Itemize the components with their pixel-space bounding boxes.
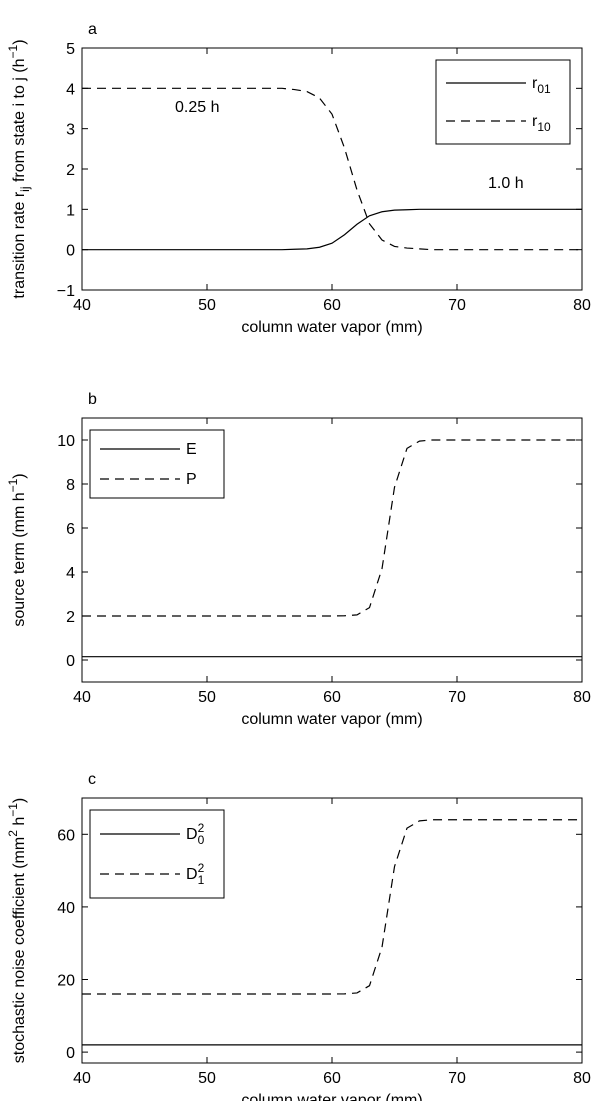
y-axis-label: source term (mm h−1) bbox=[6, 473, 28, 626]
data-line bbox=[82, 819, 582, 995]
text-segment: h bbox=[11, 817, 28, 830]
panel-label: a bbox=[88, 21, 97, 38]
text-segment: P bbox=[186, 471, 197, 488]
panel-label: c bbox=[88, 771, 96, 788]
y-tick-label: 4 bbox=[66, 565, 75, 582]
y-tick-label: 8 bbox=[66, 477, 75, 494]
text-segment: 2 bbox=[198, 821, 205, 835]
text-segment: transition rate r bbox=[11, 191, 28, 298]
text-segment: 01 bbox=[537, 82, 551, 96]
legend-label: E bbox=[186, 441, 197, 458]
text-segment: 2 bbox=[198, 861, 205, 875]
legend-box bbox=[89, 809, 225, 899]
legend-box bbox=[89, 429, 225, 499]
text-segment: D bbox=[186, 826, 198, 843]
y-tick-label: 0 bbox=[66, 1045, 75, 1062]
y-tick-label: 2 bbox=[66, 609, 75, 626]
text-segment: 0 bbox=[198, 833, 205, 847]
text-segment: ij bbox=[18, 187, 32, 192]
y-axis-label: stochastic noise coefficient (mm2 h−1) bbox=[6, 798, 28, 1064]
text-segment: ) bbox=[11, 473, 28, 478]
x-tick-label: 60 bbox=[323, 1070, 341, 1087]
legend-label: P bbox=[186, 471, 197, 488]
text-segment: ) bbox=[11, 39, 28, 44]
legend-label: D02 bbox=[186, 821, 205, 847]
y-tick-label: 6 bbox=[66, 521, 75, 538]
x-axis-label: column water vapor (mm) bbox=[241, 711, 422, 728]
text-segment: −1 bbox=[6, 44, 20, 58]
axes-frame bbox=[81, 417, 583, 683]
text-segment: source term (mm h bbox=[11, 492, 28, 626]
data-line bbox=[82, 208, 582, 251]
x-tick-label: 60 bbox=[323, 689, 341, 706]
text-segment: D bbox=[186, 866, 198, 883]
annotation: 1.0 h bbox=[488, 175, 524, 192]
y-tick-label: 10 bbox=[57, 433, 75, 450]
x-tick-label: 50 bbox=[198, 689, 216, 706]
y-tick-label: 4 bbox=[66, 81, 75, 98]
y-axis-label: transition rate rij from state i to j (h… bbox=[6, 39, 32, 298]
data-line bbox=[82, 87, 582, 251]
y-tick-label: 0 bbox=[66, 653, 75, 670]
text-segment: −1 bbox=[6, 803, 20, 817]
text-segment: 10 bbox=[537, 120, 551, 134]
y-tick-label: 5 bbox=[66, 41, 75, 58]
y-tick-label: 60 bbox=[57, 827, 75, 844]
y-tick-label: 40 bbox=[57, 900, 75, 917]
y-tick-label: −1 bbox=[57, 283, 75, 300]
y-tick-label: 1 bbox=[66, 202, 75, 219]
y-tick-label: 0 bbox=[66, 243, 75, 260]
x-tick-label: 80 bbox=[573, 1070, 591, 1087]
legend-label: r10 bbox=[532, 113, 551, 134]
data-line bbox=[82, 439, 582, 617]
annotation: 0.25 h bbox=[175, 99, 219, 116]
x-axis-label: column water vapor (mm) bbox=[241, 1092, 422, 1101]
x-tick-label: 70 bbox=[448, 689, 466, 706]
text-segment: r bbox=[532, 75, 538, 92]
x-tick-label: 80 bbox=[573, 689, 591, 706]
x-tick-label: 50 bbox=[198, 297, 216, 314]
axes-frame bbox=[81, 47, 583, 291]
text-segment: from state i to j (h bbox=[11, 58, 28, 186]
legend-box bbox=[435, 59, 571, 145]
text-segment: −1 bbox=[6, 478, 20, 492]
x-tick-label: 60 bbox=[323, 297, 341, 314]
legend-label: D12 bbox=[186, 861, 205, 887]
text-segment: 1 bbox=[198, 873, 205, 887]
y-tick-label: 20 bbox=[57, 973, 75, 990]
x-tick-label: 50 bbox=[198, 1070, 216, 1087]
panel: b 40 50 60 70 80 0 2 4 6 8 10 column water vapor (mm… bbox=[6, 391, 591, 728]
y-tick-label: 3 bbox=[66, 122, 75, 139]
x-tick-label: 70 bbox=[448, 297, 466, 314]
x-axis-label: column water vapor (mm) bbox=[241, 319, 422, 336]
x-tick-label: 70 bbox=[448, 1070, 466, 1087]
text-segment: ) bbox=[11, 798, 28, 803]
axes-frame bbox=[81, 797, 583, 1064]
x-tick-label: 80 bbox=[573, 297, 591, 314]
x-tick-label: 40 bbox=[73, 689, 91, 706]
panel-label: b bbox=[88, 391, 97, 408]
text-segment: stochastic noise coefficient (mm bbox=[11, 837, 28, 1063]
legend-label: r01 bbox=[532, 75, 551, 96]
x-tick-label: 40 bbox=[73, 297, 91, 314]
x-tick-label: 40 bbox=[73, 1070, 91, 1087]
text-segment: 2 bbox=[6, 830, 20, 837]
legend: EP bbox=[89, 429, 225, 499]
text-segment: E bbox=[186, 441, 197, 458]
y-tick-label: 2 bbox=[66, 162, 75, 179]
text-segment: r bbox=[532, 113, 538, 130]
